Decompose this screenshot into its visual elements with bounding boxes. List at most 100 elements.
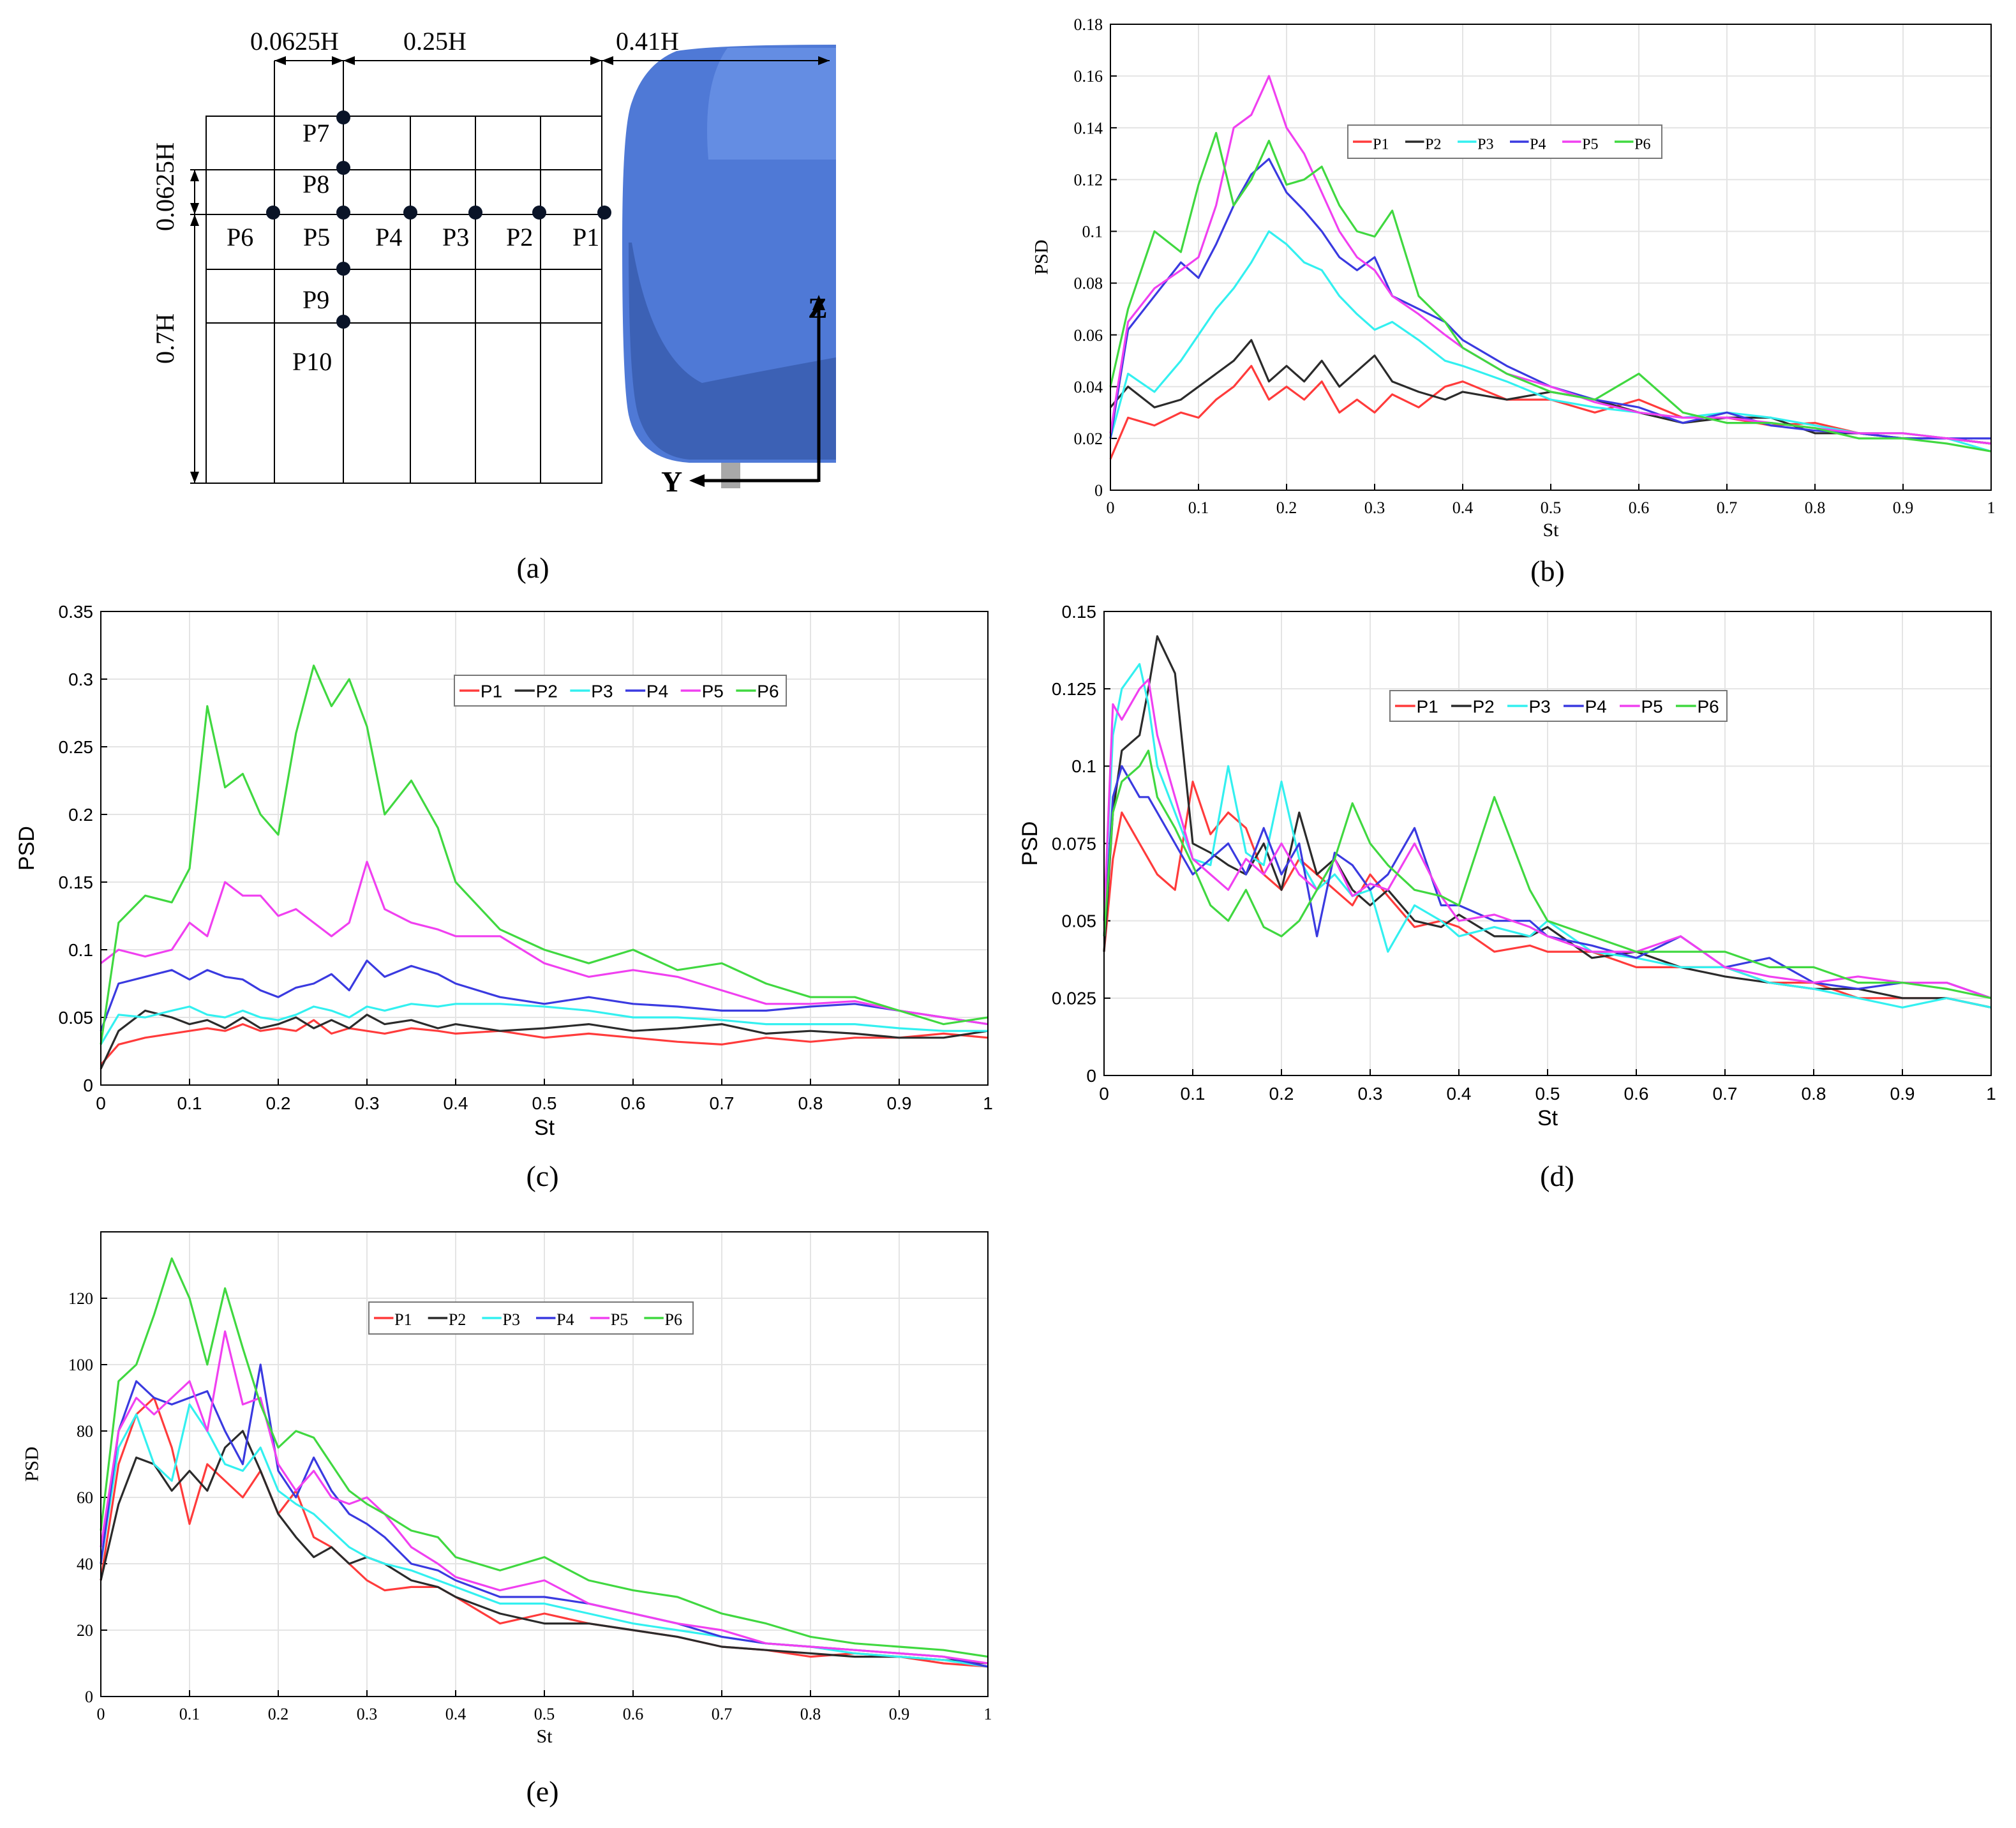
x-tick-label: 0: [96, 1093, 106, 1113]
x-tick-label: 0.4: [1452, 498, 1474, 517]
plot-frame: [1103, 611, 1992, 1076]
probe-p3: [468, 206, 482, 220]
x-tick-label: 0: [1099, 1084, 1109, 1104]
x-tick-label: 0.3: [355, 1093, 380, 1113]
legend: P1 P2 P3 P4 P5 P6: [1347, 124, 1662, 159]
arrow-head: [602, 56, 613, 65]
y-axis-label: PSD: [1018, 821, 1042, 866]
series-line-p5: [1103, 678, 1992, 1000]
legend-label-p6: P6: [665, 1310, 682, 1329]
series-line-p4: [100, 959, 989, 1031]
panel-label-c: (c): [526, 1160, 558, 1192]
legend-box: [1389, 690, 1728, 722]
y-tick-label: 0.2: [68, 805, 93, 825]
x-tick-label: 0.6: [621, 1093, 646, 1113]
series-line-p1: [100, 1019, 989, 1066]
x-tick-label: 0.9: [887, 1093, 912, 1113]
x-tick-label: 0.1: [1181, 1084, 1206, 1104]
series-line-p3: [100, 1003, 988, 1045]
legend-box: [454, 675, 787, 707]
legend-label-p5: P5: [1582, 136, 1598, 153]
y-tick-label: 40: [77, 1555, 93, 1573]
grid-frame: [205, 116, 602, 484]
series-line-p6: [1109, 131, 1992, 453]
series-group: [100, 1257, 989, 1668]
y-tick-label: 60: [77, 1488, 93, 1507]
y-tick-label: 0.12: [1074, 170, 1103, 189]
x-axis-label: St: [534, 1116, 555, 1140]
arrow-head: [190, 203, 199, 214]
series-line-p5: [100, 860, 989, 1026]
legend-label-p4: P4: [556, 1310, 574, 1329]
legend-label-p5: P5: [1641, 697, 1662, 717]
probe-label-p8: P8: [302, 170, 329, 199]
y-tick-label: 0.04: [1074, 378, 1103, 396]
legend-label-p6: P6: [757, 682, 779, 701]
probe-label-p1: P1: [572, 223, 599, 251]
legend-box: [1347, 124, 1662, 159]
probe-p2: [532, 206, 546, 220]
legend-label-p3: P3: [1477, 136, 1493, 153]
series-line-p4: [1103, 765, 1992, 1000]
legend-label-p3: P3: [591, 682, 613, 701]
y-tick-label: 0.16: [1074, 67, 1103, 86]
x-axis-label: St: [1542, 520, 1559, 541]
y-tick-label: 0.25: [59, 737, 94, 757]
arrow-head: [818, 56, 830, 65]
series-line-p2: [1103, 635, 1992, 1008]
x-tick-label: 0.8: [1805, 498, 1826, 517]
y-tick-label: 0: [1094, 481, 1103, 500]
plot-frame: [100, 1231, 989, 1697]
x-tick-label: 0: [1107, 498, 1115, 517]
arrow-head: [190, 472, 199, 483]
arrow-head: [590, 56, 602, 65]
series-group: [1103, 635, 1992, 1009]
legend-label-p2: P2: [1425, 136, 1441, 153]
y-tick-label: 0.1: [1082, 223, 1103, 241]
probe-label-p5: P5: [303, 223, 330, 251]
x-tick-label: 0.4: [444, 1093, 468, 1113]
y-axis-label: PSD: [1031, 239, 1052, 274]
x-tick-label: 0.2: [266, 1093, 291, 1113]
legend-label-p2: P2: [536, 682, 558, 701]
probe-label-p3: P3: [442, 223, 469, 251]
dim-label: 0.0625H: [151, 142, 179, 231]
legend-label-p4: P4: [1530, 136, 1546, 153]
x-axis-label: St: [536, 1726, 553, 1747]
z-axis-arrow: [812, 295, 825, 310]
x-tick-label: 0.5: [1541, 498, 1562, 517]
x-tick-label: 0.1: [1188, 498, 1209, 517]
probe-p8: [336, 161, 350, 175]
panel-label-a: (a): [516, 551, 549, 584]
probe-schematic: 0.0625H 0.25H 0.41H 0.0625H 0.7H P1 P2 P…: [151, 27, 836, 498]
x-tick-label: 0.3: [1364, 498, 1385, 517]
psd-chart-c: 0 0.1 0.2 0.3 0.4 0.5 0.6 0.7 0.8 0.9 1 0 0.05 0.1 0.1…: [15, 602, 993, 1140]
legend-label-p1: P1: [481, 682, 502, 701]
legend-box: [368, 1301, 694, 1335]
probe-label-p7: P7: [302, 119, 329, 147]
y-tick-label: 0.15: [59, 873, 94, 892]
psd-chart-e: 0 0.1 0.2 0.3 0.4 0.5 0.6 0.7 0.8 0.9 1 0 20 40 60 80 10…: [22, 1231, 992, 1747]
legend-label-p5: P5: [611, 1310, 628, 1329]
psd-chart-d: 0 0.1 0.2 0.3 0.4 0.5 0.6 0.7 0.8 0.9 1 0 0.025 0.05 0…: [1018, 602, 1996, 1130]
x-tick-label: 0.7: [1713, 1084, 1738, 1104]
vehicle-strut: [721, 463, 740, 488]
arrow-head: [190, 170, 199, 181]
y-tick-label: 0: [83, 1075, 93, 1095]
y-axis-label: PSD: [22, 1446, 43, 1481]
y-axis-label: PSD: [15, 826, 39, 871]
legend: P1 P2 P3 P4 P5 P6: [368, 1301, 694, 1335]
series-line-p6: [100, 1257, 989, 1658]
z-axis-label: Z: [808, 292, 828, 324]
y-tick-label: 0.35: [59, 602, 94, 622]
y-tick-label: 0.05: [59, 1008, 94, 1028]
series-line-p6: [1103, 749, 1992, 1000]
probe-label-p4: P4: [375, 223, 402, 251]
x-tick-label: 0.9: [1893, 498, 1914, 517]
arrow-head: [332, 56, 343, 65]
probe-label-p9: P9: [302, 285, 329, 314]
y-tick-label: 0.025: [1052, 989, 1096, 1008]
x-tick-label: 0.9: [889, 1705, 910, 1723]
x-tick-label: 1: [983, 1093, 993, 1113]
x-tick-label: 0.2: [1276, 498, 1297, 517]
